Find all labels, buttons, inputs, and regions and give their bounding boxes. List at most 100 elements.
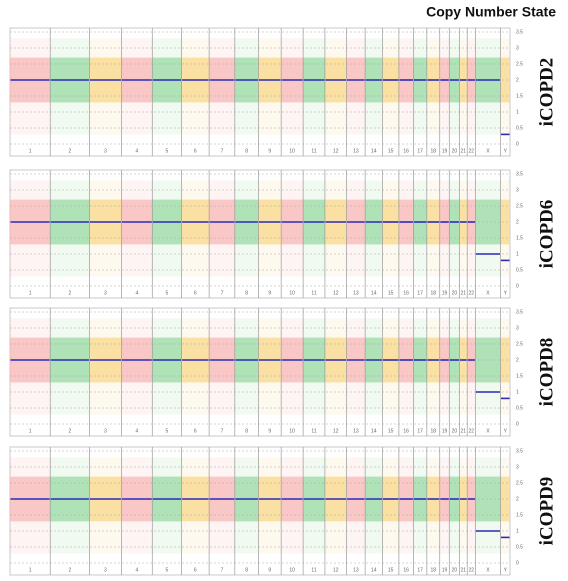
chromosome-haze [258, 318, 282, 415]
panel: 00.511.522.533.51 2 3 4 5 6 7 8 9 10 11 12 13 14 15 16 1… [9, 169, 557, 299]
chromosome-haze [281, 180, 304, 277]
x-tick-label: 6 [194, 428, 197, 434]
y-tick-label: 1.5 [516, 512, 523, 518]
chromosome-haze [426, 318, 440, 415]
x-tick-label: 12 [333, 428, 339, 434]
chromosome-haze [181, 180, 210, 277]
x-tick-label: 21 [461, 290, 467, 296]
x-tick-label: 2 [68, 567, 71, 573]
x-tick-label: 5 [166, 428, 169, 434]
chromosome-haze [303, 38, 325, 135]
chromosome-haze [500, 180, 510, 277]
x-tick-label: 3 [104, 290, 107, 296]
x-tick-label: 5 [166, 290, 169, 296]
chromosome-haze [346, 38, 366, 135]
chromosome-haze [449, 318, 460, 415]
x-tick-label: 22 [469, 567, 475, 573]
chromosome-haze [234, 457, 259, 554]
y-tick-label: 3.5 [516, 309, 523, 315]
chromosome-haze [382, 457, 399, 554]
chromosome-haze [181, 38, 210, 135]
chromosome-haze [467, 318, 476, 415]
chromosome-band [500, 476, 510, 522]
sample-label: iCOPD6 [536, 200, 557, 269]
chromosome-haze [467, 38, 476, 135]
x-tick-label: Y [504, 290, 508, 296]
x-tick-label: X [486, 148, 490, 154]
y-tick-label: 3.5 [516, 171, 523, 177]
chromosome-haze [89, 180, 122, 277]
x-tick-label: 3 [104, 148, 107, 154]
x-tick-label: 7 [221, 428, 224, 434]
x-tick-label: 15 [388, 567, 394, 573]
x-tick-label: 11 [311, 148, 316, 154]
chromosome-haze [324, 457, 347, 554]
y-tick-label: 2 [516, 77, 519, 83]
y-tick-label: 3 [516, 325, 519, 331]
x-tick-label: 16 [403, 148, 409, 154]
chromosome-haze [258, 38, 282, 135]
y-tick-label: 2.5 [516, 61, 523, 67]
x-tick-label: 17 [417, 428, 423, 434]
x-tick-label: 16 [403, 428, 409, 434]
x-tick-label: 4 [135, 148, 138, 154]
x-tick-label: 9 [268, 567, 271, 573]
chromosome-haze [426, 38, 440, 135]
x-tick-label: 18 [431, 290, 437, 296]
y-tick-label: 0 [516, 283, 519, 289]
y-tick-label: 3 [516, 45, 519, 51]
x-tick-label: 18 [431, 428, 437, 434]
y-tick-label: 0 [516, 421, 519, 427]
chromosome-haze [413, 38, 427, 135]
chromosome-haze [209, 38, 235, 135]
x-tick-label: 13 [353, 567, 359, 573]
chromosome-haze [89, 318, 122, 415]
x-tick-label: 14 [371, 290, 377, 296]
y-tick-label: 2.5 [516, 203, 523, 209]
chromosome-haze [467, 457, 476, 554]
x-tick-label: 2 [68, 290, 71, 296]
x-tick-label: 9 [268, 148, 271, 154]
x-tick-label: 12 [333, 148, 339, 154]
chromosome-haze [324, 318, 347, 415]
chromosome-haze [413, 180, 427, 277]
x-tick-label: 5 [166, 148, 169, 154]
chromosome-haze [346, 457, 366, 554]
x-tick-label: 17 [417, 148, 423, 154]
x-tick-label: 8 [245, 567, 248, 573]
y-tick-label: 0 [516, 560, 519, 566]
x-tick-label: 22 [469, 148, 475, 154]
chromosome-haze [324, 180, 347, 277]
x-tick-label: 13 [353, 290, 359, 296]
y-tick-label: 1 [516, 251, 519, 257]
chromosome-haze [449, 180, 460, 277]
chromosome-haze [89, 457, 122, 554]
chromosome-haze [459, 318, 468, 415]
y-tick-label: 2 [516, 357, 519, 363]
sample-label: iCOPD2 [536, 58, 557, 127]
x-tick-label: X [486, 567, 490, 573]
chromosome-haze [439, 38, 450, 135]
x-tick-label: 14 [371, 428, 377, 434]
chromosome-band [500, 199, 510, 245]
y-tick-label: 1 [516, 109, 519, 115]
x-tick-label: Y [504, 148, 508, 154]
chromosome-haze [121, 457, 153, 554]
chromosome-haze [10, 38, 51, 135]
chromosome-haze [398, 457, 414, 554]
chromosome-haze [209, 457, 235, 554]
x-tick-label: 6 [194, 148, 197, 154]
x-tick-label: 17 [417, 567, 423, 573]
x-tick-label: 21 [461, 148, 467, 154]
chromosome-haze [426, 457, 440, 554]
chromosome-haze [382, 180, 399, 277]
chromosome-haze [50, 180, 90, 277]
chromosome-haze [365, 38, 383, 135]
x-tick-label: 19 [442, 428, 448, 434]
y-tick-label: 1.5 [516, 373, 523, 379]
chromosome-haze [281, 38, 304, 135]
x-tick-label: 17 [417, 290, 423, 296]
y-tick-label: 0.5 [516, 267, 523, 273]
y-tick-label: 3.5 [516, 29, 523, 35]
